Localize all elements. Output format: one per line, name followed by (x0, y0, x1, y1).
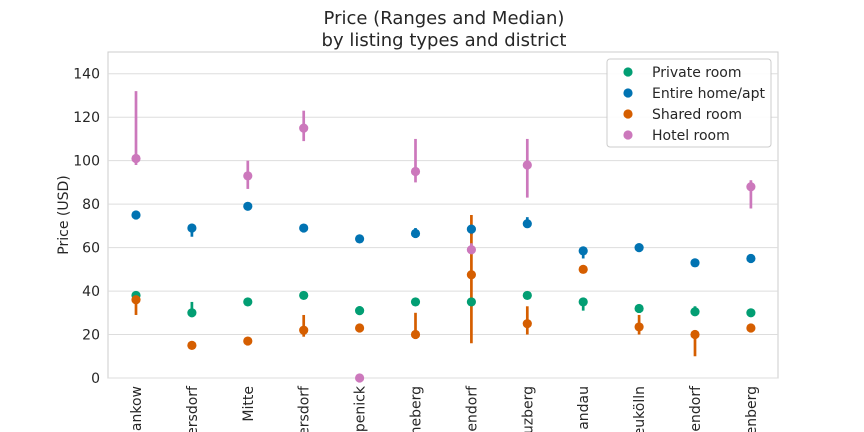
median-point (355, 234, 365, 244)
legend-items: Private room Entire home/apt Shared room Ho… (623, 65, 765, 144)
median-point (410, 166, 421, 177)
legend-marker (623, 67, 633, 77)
median-point (522, 290, 532, 301)
median-point (466, 245, 476, 255)
median-point (634, 303, 644, 314)
legend-label: Entire home/apt (652, 86, 765, 102)
legend-label: Shared room (652, 107, 742, 123)
legend-marker (623, 88, 633, 98)
median-point (522, 319, 532, 329)
median-point (522, 219, 532, 229)
median-point (746, 323, 756, 333)
median-point (299, 223, 309, 233)
median-point (466, 297, 476, 307)
y-tick-labels: 0 20 40 60 80 100 120 140 (73, 67, 100, 387)
y-axis-label: Price (USD) (56, 175, 72, 254)
legend-marker (623, 130, 633, 140)
median-point (243, 336, 253, 346)
median-point (131, 295, 141, 305)
legend-marker (623, 109, 633, 119)
y-tick-label: 20 (82, 328, 100, 344)
x-tick-label: neberg (409, 386, 425, 432)
median-point (355, 323, 365, 333)
median-point (355, 306, 365, 316)
median-point (466, 224, 476, 234)
median-point (410, 297, 421, 307)
median-point (187, 223, 197, 233)
x-tick-label: ersdorf (297, 385, 313, 432)
x-tick-label: endorf (688, 385, 704, 432)
median-point (243, 201, 253, 211)
x-tick-labels: ankow ersdorf Mitte ersdorf penick neberg endo… (129, 385, 760, 432)
median-point (522, 160, 532, 170)
x-tick-label: Mitte (241, 386, 257, 422)
median-point (578, 246, 588, 256)
median-point (690, 307, 700, 317)
median-point (690, 329, 700, 340)
y-tick-label: 0 (91, 371, 100, 387)
y-tick-label: 120 (73, 110, 100, 126)
legend-box (606, 58, 772, 148)
median-point (131, 153, 141, 164)
y-tick-label: 140 (73, 67, 100, 83)
y-tick-label: 40 (82, 284, 100, 300)
x-tick-label: andau (576, 386, 592, 430)
median-point (578, 264, 588, 274)
x-tick-label: enberg (744, 386, 760, 432)
x-tick-label: ersdorf (185, 385, 201, 432)
median-point (634, 322, 644, 332)
median-point (243, 297, 253, 307)
median-point (410, 228, 421, 239)
median-point (578, 297, 588, 307)
x-tick-label: uzberg (520, 386, 536, 432)
median-point (466, 270, 476, 280)
legend-label: Hotel room (652, 128, 730, 144)
chart-title-line2: by listing types and district (322, 30, 567, 51)
median-point (746, 182, 756, 192)
x-tick-label: ankow (129, 386, 145, 431)
median-point (746, 308, 756, 318)
median-point (187, 308, 197, 318)
median-point (299, 290, 309, 301)
chart-title-line1: Price (Ranges and Median) (324, 8, 565, 29)
median-point (690, 258, 700, 268)
median-point (355, 373, 365, 383)
median-point (187, 340, 197, 350)
median-point (746, 253, 756, 264)
legend: Private room Entire home/apt Shared room Ho… (606, 58, 772, 148)
median-points (131, 123, 756, 383)
y-tick-label: 60 (82, 241, 100, 257)
median-point (299, 325, 309, 335)
median-point (243, 171, 253, 181)
median-point (410, 329, 421, 340)
x-tick-label: eukölln (632, 386, 648, 432)
y-tick-label: 100 (73, 154, 100, 170)
median-point (299, 123, 309, 133)
x-tick-label: endorf (464, 385, 480, 432)
median-point (131, 210, 141, 220)
x-tick-label: penick (353, 385, 369, 432)
legend-label: Private room (652, 65, 741, 81)
y-tick-label: 80 (82, 197, 100, 213)
median-point (634, 243, 644, 253)
